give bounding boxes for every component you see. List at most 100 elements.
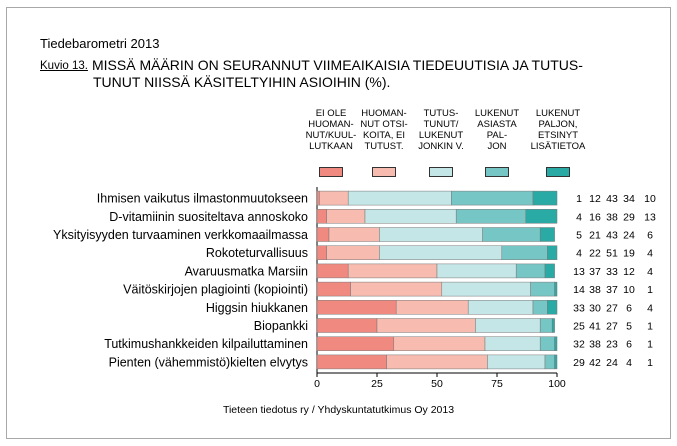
bar-segment [455, 209, 527, 224]
title-line-2: TUNUT NIISSÄ KÄSITELTYIHIN ASIOIHIN (%). [93, 74, 391, 90]
value-label: 51 [606, 248, 618, 260]
bar-segment [539, 318, 553, 333]
bar-segment [554, 281, 558, 297]
bar-segment [328, 227, 380, 242]
legend-label-2: HUOMAN- NUT OTSI- KOITA, EI TUTUST. [352, 108, 416, 152]
value-label: 1 [647, 284, 653, 296]
bar-segment [393, 336, 486, 351]
value-label: 6 [647, 230, 653, 242]
bar-segment [475, 318, 541, 333]
value-label: 14 [573, 284, 585, 296]
category-label: Higgsin hiukkanen [206, 301, 308, 315]
legend-label-line: ETSINYT [537, 130, 579, 141]
value-label: 37 [606, 284, 618, 296]
value-label: 25 [573, 321, 585, 333]
legend-label-line: PALJON, [538, 119, 578, 130]
bar-segment [347, 263, 438, 279]
category-label: Biopankki [254, 319, 308, 333]
legend-label-line: TUTUST. [364, 141, 404, 152]
legend-swatch-5 [546, 167, 570, 177]
bar-segment [316, 300, 397, 315]
legend-label-line: LUKENUT [418, 130, 464, 141]
legend-label-line: PAL- [486, 130, 508, 141]
value-label: 4 [576, 211, 582, 223]
value-label: 41 [589, 321, 601, 333]
figure-frame [6, 7, 671, 439]
value-label: 1 [576, 193, 582, 205]
category-label: Tutkimushankkeiden kilpailuttaminen [104, 337, 308, 351]
x-tick-label: 25 [371, 378, 383, 390]
value-label: 24 [623, 230, 635, 242]
value-label: 1 [647, 339, 653, 351]
bar-segment [467, 300, 534, 315]
bar-segment [554, 336, 558, 351]
bar-segment [547, 245, 558, 260]
value-label: 34 [623, 193, 635, 205]
value-label: 10 [644, 193, 656, 205]
figure-number: Kuvio 13. [40, 60, 88, 72]
bar-segment [316, 281, 351, 297]
legend-label-line: NUT OTSI- [360, 119, 408, 130]
legend-label-line: JONKIN V. [418, 141, 464, 152]
value-label: 38 [606, 211, 618, 223]
bar-segment [319, 190, 349, 206]
category-label: Avaruusmatka Marsiin [185, 264, 308, 278]
legend-swatch-4 [485, 167, 509, 177]
bar-segment [316, 263, 349, 279]
legend-label-line: ASIASTA [477, 119, 517, 130]
value-label: 30 [589, 302, 601, 314]
value-label: 12 [589, 193, 601, 205]
source-note: Tieteen tiedotus ry / Yhdyskuntatutkimus… [222, 404, 455, 416]
legend-label-line: LUKENUT [535, 108, 581, 119]
value-label: 13 [573, 266, 585, 278]
value-label: 4 [576, 248, 582, 260]
x-tick-label: 0 [314, 378, 320, 390]
value-label: 5 [576, 230, 582, 242]
value-label: 24 [606, 357, 618, 369]
category-label: D-vitamiinin suositeltava annoskoko [109, 210, 308, 224]
bar-segment [539, 227, 555, 242]
value-label: 43 [606, 230, 618, 242]
legend-label-line: LISÄTIETOA [530, 141, 586, 152]
value-label: 13 [644, 211, 656, 223]
bar-segment [544, 354, 555, 370]
value-label: 27 [606, 302, 618, 314]
value-label: 27 [606, 321, 618, 333]
bar-segment [316, 336, 395, 351]
bar-segment [539, 336, 555, 351]
value-label: 37 [589, 266, 601, 278]
legend-label-line: TUTUS- [423, 108, 459, 119]
category-label: Yksityisyyden turvaaminen verkkomaailmas… [53, 228, 308, 242]
x-tick-label: 75 [491, 378, 503, 390]
legend-swatch-3 [429, 167, 453, 177]
bar-segment [547, 300, 558, 315]
bar-segment [316, 209, 327, 224]
value-label: 19 [623, 248, 635, 260]
bar-segment [379, 245, 503, 260]
bar-segment [316, 245, 327, 260]
legend-label-4: LUKENUT ASIASTA PAL- JON [465, 108, 529, 152]
value-label: 33 [573, 302, 585, 314]
legend-swatch-1 [319, 167, 343, 177]
value-label: 4 [647, 302, 653, 314]
bar-segment [532, 300, 548, 315]
value-label: 5 [626, 321, 632, 333]
bar-segment [436, 263, 517, 279]
chart-title: MISSÄ MÄÄRIN ON SEURANNUT VIIMEAIKAISIA … [92, 57, 583, 91]
bar-segment [326, 209, 366, 224]
bar-segment [316, 190, 320, 206]
bar-segment [501, 245, 548, 260]
bar-segment [554, 354, 558, 370]
category-label: Pienten (vähemmistö)kielten elvytys [109, 355, 308, 369]
bar-segment [376, 318, 476, 333]
category-label: Rokoteturvallisuus [206, 246, 308, 260]
value-label: 4 [647, 248, 653, 260]
legend-label-line: HUOMAN- [361, 108, 407, 119]
bar-segment [379, 227, 483, 242]
value-label: 21 [589, 230, 601, 242]
legend-label-line: HUOMAN- [308, 119, 354, 130]
bar-segment [347, 190, 452, 206]
value-label: 6 [626, 339, 632, 351]
value-label: 38 [589, 339, 601, 351]
